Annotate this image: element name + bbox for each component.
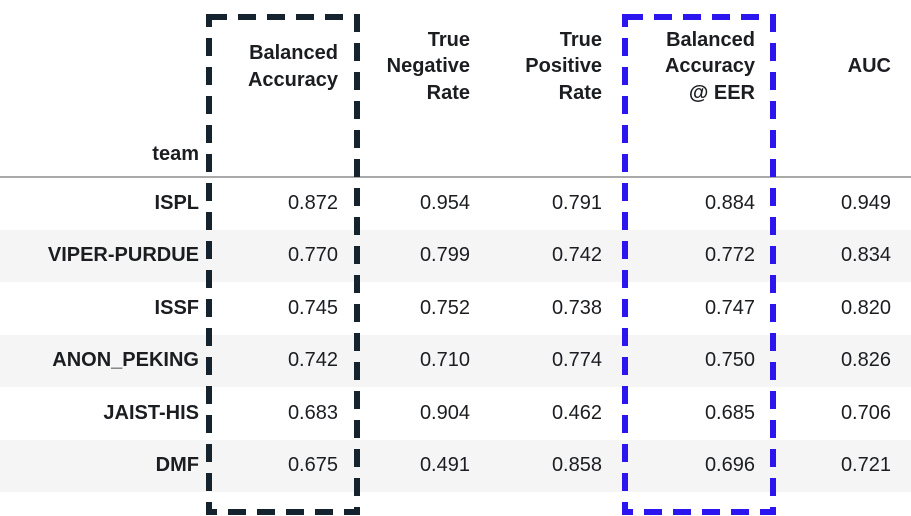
results-table: Balanced Accuracy True Negative Rate True … — [0, 0, 911, 492]
metric-value: 0.491 — [419, 454, 470, 477]
metric-value: 0.884 — [704, 192, 755, 215]
table-body: ISPL 0.872 0.954 0.791 0.884 0.949 VIPER-PURDU… — [0, 177, 911, 492]
metric-value: 0.706 — [840, 401, 891, 424]
team-label: ISSF — [154, 296, 199, 319]
metric-value: 0.770 — [287, 244, 338, 267]
metric-value: 0.949 — [840, 192, 891, 215]
team-label: JAIST-HIS — [103, 401, 199, 424]
column-header-row: Balanced Accuracy True Negative Rate True … — [0, 0, 911, 133]
metric-value: 0.772 — [704, 244, 755, 267]
column-header-balanced-accuracy-eer: Balanced Accuracy @ EER — [664, 28, 755, 104]
metric-value: 0.742 — [287, 349, 338, 372]
metric-value: 0.872 — [287, 192, 338, 215]
column-header-true-negative-rate: True Negative Rate — [386, 28, 470, 104]
metric-value: 0.820 — [840, 296, 891, 319]
index-name-row: team — [0, 133, 911, 178]
metric-value: 0.675 — [287, 454, 338, 477]
column-header-balanced-accuracy: Balanced Accuracy — [247, 42, 338, 91]
metric-value: 0.462 — [551, 401, 602, 424]
metric-value: 0.799 — [419, 244, 470, 267]
table-row-ispl: ISPL 0.872 0.954 0.791 0.884 0.949 — [0, 177, 911, 230]
metric-value: 0.696 — [704, 454, 755, 477]
index-name-label: team — [0, 133, 207, 178]
table-row-viper-purdue: VIPER-PURDUE 0.770 0.799 0.742 0.772 0.834 — [0, 229, 911, 282]
table-row-jaist-his: JAIST-HIS 0.683 0.904 0.462 0.685 0.706 — [0, 387, 911, 440]
metric-value: 0.834 — [840, 244, 891, 267]
metric-value: 0.683 — [287, 401, 338, 424]
team-label: DMF — [155, 454, 199, 477]
metric-value: 0.747 — [704, 296, 755, 319]
table-row-issf: ISSF 0.745 0.752 0.738 0.747 0.820 — [0, 282, 911, 335]
metric-value: 0.774 — [551, 349, 602, 372]
metric-value: 0.826 — [840, 349, 891, 372]
metric-value: 0.858 — [551, 454, 602, 477]
metric-value: 0.742 — [551, 244, 602, 267]
index-header-spacer — [0, 0, 207, 133]
metric-value: 0.791 — [551, 192, 602, 215]
metric-value: 0.685 — [704, 401, 755, 424]
metric-value: 0.710 — [419, 349, 470, 372]
table-header: Balanced Accuracy True Negative Rate True … — [0, 0, 911, 178]
metric-value: 0.752 — [419, 296, 470, 319]
team-label: ISPL — [154, 192, 199, 215]
metric-value: 0.721 — [840, 454, 891, 477]
metric-value: 0.750 — [704, 349, 755, 372]
column-header-true-positive-rate: True Positive Rate — [525, 28, 602, 104]
team-label: VIPER-PURDUE — [47, 244, 199, 267]
table-row-anon-peking: ANON_PEKING 0.742 0.710 0.774 0.750 0.826 — [0, 334, 911, 387]
table-row-dmf: DMF 0.675 0.491 0.858 0.696 0.721 — [0, 439, 911, 492]
metric-value: 0.738 — [551, 296, 602, 319]
team-label: ANON_PEKING — [52, 349, 199, 372]
metric-value: 0.904 — [419, 401, 470, 424]
column-header-auc: AUC — [847, 55, 891, 78]
metric-value: 0.745 — [287, 296, 338, 319]
index-name-spacer — [207, 133, 911, 178]
metric-value: 0.954 — [419, 192, 470, 215]
